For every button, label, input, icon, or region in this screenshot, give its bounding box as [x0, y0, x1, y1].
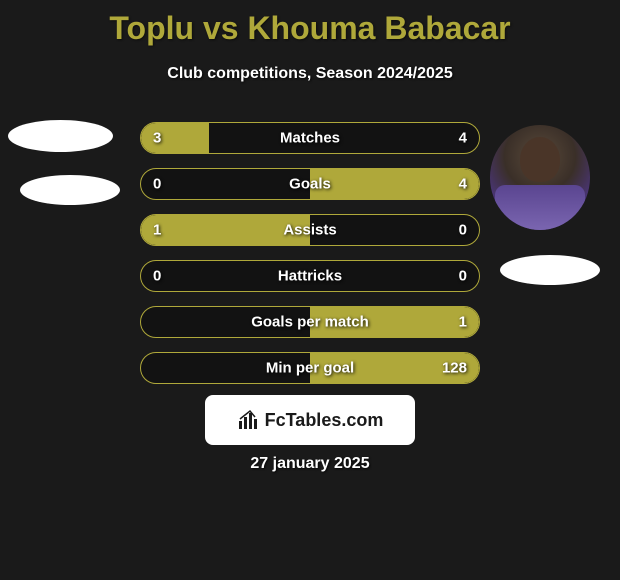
stat-value-left: 0: [153, 176, 161, 193]
stat-label: Hattricks: [278, 268, 342, 285]
player-left-avatar: [8, 120, 113, 152]
stat-fill-left: [141, 123, 209, 153]
stat-label: Matches: [280, 130, 340, 147]
brand-text: FcTables.com: [265, 410, 384, 431]
stat-row: Min per goal 128: [140, 352, 480, 384]
stat-label: Min per goal: [266, 360, 354, 377]
stat-value-right: 0: [459, 222, 467, 239]
player-right-avatar: [490, 125, 590, 230]
stat-value-left: 0: [153, 268, 161, 285]
chart-icon: [237, 409, 259, 431]
player-left-team-logo: [20, 175, 120, 205]
stat-row: Goals 0 4: [140, 168, 480, 200]
stat-fill-right: [310, 169, 479, 199]
page-title: Toplu vs Khouma Babacar: [0, 0, 620, 47]
stat-row: Assists 1 0: [140, 214, 480, 246]
stat-label: Goals: [289, 176, 331, 193]
stat-value-right: 4: [459, 130, 467, 147]
date-text: 27 january 2025: [0, 455, 620, 473]
stat-value-right: 1: [459, 314, 467, 331]
brand-logo: FcTables.com: [205, 395, 415, 445]
stat-row: Goals per match 1: [140, 306, 480, 338]
stat-value-right: 4: [459, 176, 467, 193]
page-subtitle: Club competitions, Season 2024/2025: [0, 65, 620, 83]
stat-label: Assists: [283, 222, 336, 239]
stat-row: Matches 3 4: [140, 122, 480, 154]
stat-value-left: 3: [153, 130, 161, 147]
stat-row: Hattricks 0 0: [140, 260, 480, 292]
stat-value-right: 128: [442, 360, 467, 377]
stat-label: Goals per match: [251, 314, 369, 331]
stat-value-right: 0: [459, 268, 467, 285]
comparison-bars: Matches34Goals04Assists10Hattricks00Goal…: [140, 122, 480, 398]
player-right-team-logo: [500, 255, 600, 285]
stat-value-left: 1: [153, 222, 161, 239]
